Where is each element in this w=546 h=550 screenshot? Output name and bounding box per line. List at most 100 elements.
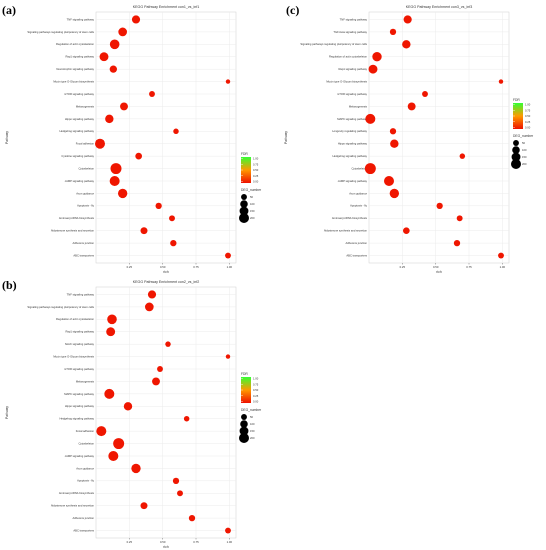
size-legend-dot xyxy=(512,146,520,154)
data-point xyxy=(131,15,141,24)
pathway-label: Apoptosis - fly xyxy=(77,204,95,208)
x-tick-label: 0.25 xyxy=(127,540,133,544)
data-point xyxy=(147,290,157,299)
panel-label: (b) xyxy=(2,278,17,292)
size-legend-dot xyxy=(239,426,249,436)
size-legend-label: 100 xyxy=(522,148,527,152)
legend: FDR 1.000.75 0.50 0.25 0.00 DEG_number 50 100 15… xyxy=(510,98,534,170)
size-legend-label: 100 xyxy=(250,202,255,206)
x-tick-label: 0.25 xyxy=(400,265,406,269)
data-point xyxy=(188,514,196,522)
plot-area xyxy=(95,286,237,539)
size-legend-label: 150 xyxy=(250,429,255,433)
data-point xyxy=(389,128,397,135)
data-point xyxy=(105,114,114,124)
data-point xyxy=(149,91,155,97)
pathway-label: Adherens junction xyxy=(345,241,367,245)
size-legend-label: 100 xyxy=(250,422,255,426)
legend: FDR 1.000.75 0.50 0.25 0.00 DEG_number 50 100 15… xyxy=(238,372,262,444)
colorbar-tick-label: 0.50 xyxy=(253,168,259,172)
data-point xyxy=(372,52,382,62)
size-legend-dot xyxy=(238,212,250,224)
pathway-label: mTOR signaling pathway xyxy=(64,367,95,371)
size-legend-dot xyxy=(511,152,521,162)
size-legend-label: 150 xyxy=(522,155,527,159)
plot-area xyxy=(368,11,510,264)
pathway-label: Axon guidance xyxy=(349,191,367,195)
data-point xyxy=(109,39,120,50)
data-point xyxy=(183,415,190,422)
pathway-label: Mucin type O-Glycan biosynthesis xyxy=(53,79,94,83)
pathway-label: Hippo signaling pathway xyxy=(338,142,368,146)
pathway-label: Regulation of actin cytoskeleton xyxy=(56,42,94,46)
size-legend-label: 50 xyxy=(522,141,525,145)
pathway-label: TNF signaling pathway xyxy=(340,17,368,21)
x-axis-title: rich xyxy=(163,270,169,274)
x-tick-label: 0.50 xyxy=(433,265,439,269)
pathway-label: Neurotrophin signaling pathway xyxy=(56,67,94,71)
x-tick-label: 1.00 xyxy=(227,265,233,269)
size-legend-dot xyxy=(238,432,250,444)
data-point xyxy=(459,153,466,159)
pathway-label: Cytoskeleton xyxy=(78,441,94,445)
size-legend-dot xyxy=(239,206,249,216)
data-point xyxy=(110,163,122,175)
data-point xyxy=(131,463,141,474)
pathway-label: Mucin type O-Glycan biosynthesis xyxy=(326,79,367,83)
pathway-label: Hedgehog signaling pathway xyxy=(332,154,367,158)
chart-title: KEGG Pathway Enrichment con2_vs_inf2 xyxy=(133,280,200,284)
pathway-label: Regulation of actin cytoskeleton xyxy=(56,317,94,321)
x-tick-label: 0.50 xyxy=(160,265,166,269)
x-tick-label: 0.75 xyxy=(193,540,199,544)
pathway-label: Regulation of actin cytoskeleton xyxy=(329,55,367,59)
data-point xyxy=(140,502,148,510)
data-point xyxy=(106,327,116,337)
panel-label: (c) xyxy=(286,3,299,17)
fdr-colorbar xyxy=(241,157,251,183)
pathway-label: ABC transporters xyxy=(73,253,94,257)
size-legend-dot xyxy=(510,158,522,170)
data-point xyxy=(422,91,428,97)
pathway-label: Melanogenesis xyxy=(76,379,95,383)
pathway-label: TNF signaling pathway xyxy=(67,17,95,21)
legend-color-title: FDR xyxy=(241,152,248,156)
data-point xyxy=(407,102,416,111)
data-point xyxy=(135,152,142,160)
pathway-label: Aldosterone synthesis and secretion xyxy=(324,229,368,233)
x-axis-title: rich xyxy=(163,545,169,549)
size-legend-dot xyxy=(241,414,247,420)
x-axis-title: rich xyxy=(436,270,442,274)
data-point xyxy=(109,175,120,186)
pathway-label: Signaling pathways regulating pluripoten… xyxy=(27,30,94,34)
data-point xyxy=(169,215,175,222)
colorbar-tick-label: 0.75 xyxy=(525,108,531,112)
pathway-label: Mucin type O-Glycan biosynthesis xyxy=(53,354,94,358)
pathway-label: Apoptosis - fly xyxy=(77,479,95,483)
size-legend-label: 200 xyxy=(250,216,255,220)
pathway-label: Focal adhesion xyxy=(76,429,95,433)
pathway-label: Aldosterone synthesis and secretion xyxy=(51,504,95,508)
data-point xyxy=(165,341,171,347)
data-point xyxy=(225,79,231,84)
data-point xyxy=(403,15,412,24)
data-point xyxy=(498,79,504,84)
colorbar-tick-label: 0.00 xyxy=(253,180,259,184)
colorbar-tick-label: 0.75 xyxy=(253,162,259,166)
legend-size-title: DEG_number xyxy=(513,134,534,138)
pathway-label: Rap1 signaling pathway xyxy=(65,55,94,59)
colorbar-tick-label: 0.50 xyxy=(525,114,531,118)
data-point xyxy=(157,366,163,372)
colorbar-tick-label: 0.25 xyxy=(253,394,259,398)
pathway-label: TGF-beta signaling pathway xyxy=(333,30,367,34)
pathway-label: Adherens junction xyxy=(72,241,94,245)
size-legend-label: 50 xyxy=(250,415,253,419)
y-axis-title: Pathway xyxy=(5,406,9,419)
colorbar-tick-label: 0.50 xyxy=(253,388,259,392)
legend-color-title: FDR xyxy=(513,98,520,102)
data-point xyxy=(109,65,117,73)
colorbar-tick-label: 0.00 xyxy=(253,400,259,404)
pathway-label: Aminoacyl-tRNA biosynthesis xyxy=(59,491,95,495)
data-point xyxy=(140,227,148,235)
x-tick-label: 0.50 xyxy=(160,540,166,544)
